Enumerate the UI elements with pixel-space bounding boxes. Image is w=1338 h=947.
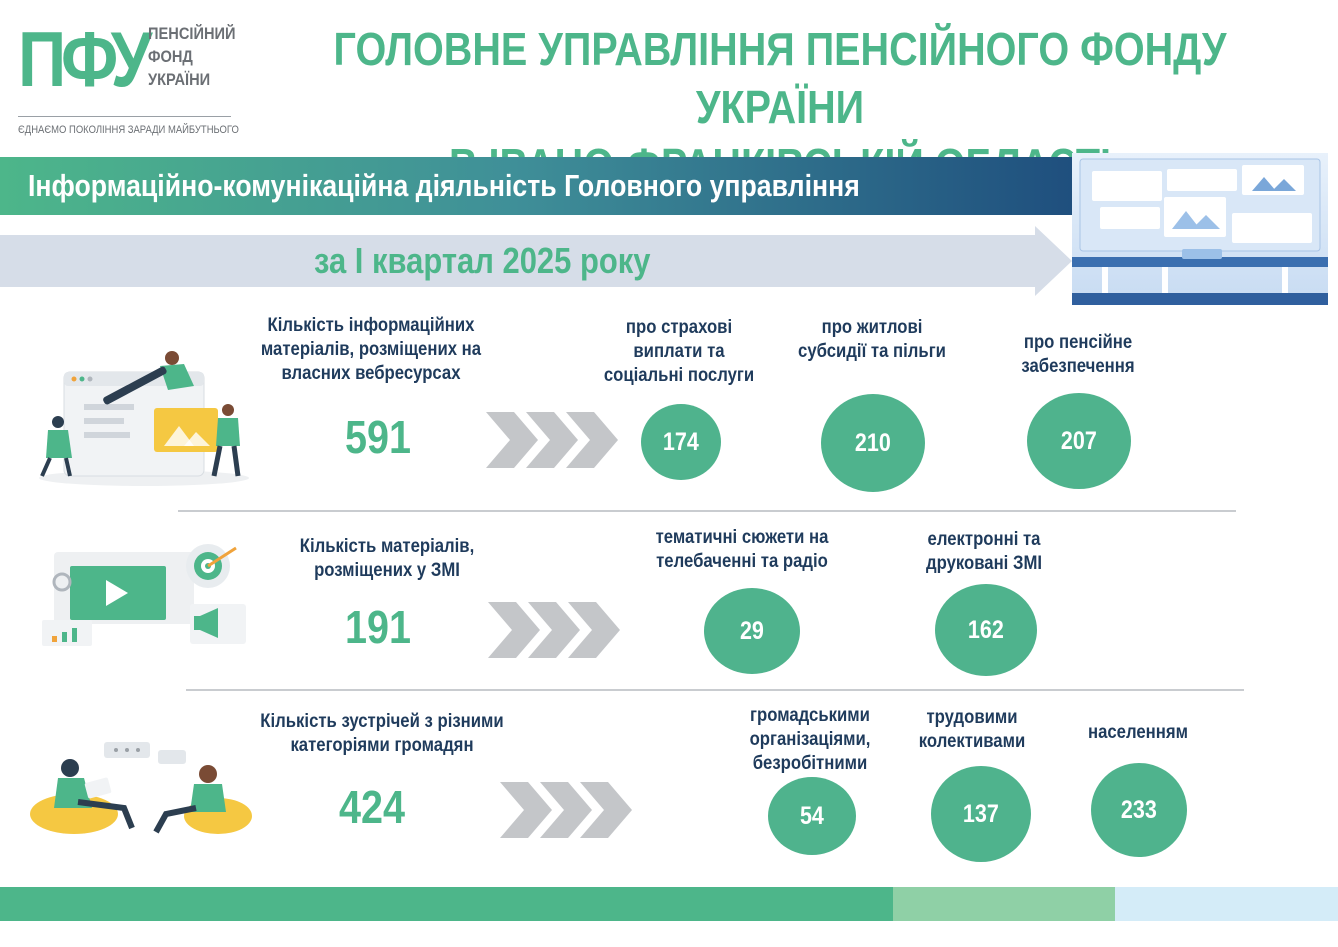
row1-label: Кількість інформаційних матеріалів, розм…	[260, 315, 482, 384]
row2-item1-circle: 29	[704, 588, 800, 674]
row3-label: Кількість зустрічей з різними категоріям…	[260, 711, 504, 756]
logo-tagline: ЄДНАЄМО ПОКОЛІННЯ ЗАРАДИ МАЙБУТНЬОГО	[18, 124, 239, 136]
row2-total: 191	[344, 601, 412, 653]
row3-item3-label: населенням	[1087, 722, 1189, 743]
row3-item1-circle: 54	[768, 777, 856, 855]
row-divider	[178, 510, 1236, 512]
row1-chevrons	[486, 412, 618, 468]
row3-illustration	[30, 742, 252, 834]
row3-item1-value: 54	[800, 801, 824, 830]
row3-item3-value: 233	[1121, 795, 1157, 824]
row2-item2-value: 162	[968, 615, 1004, 644]
row3-chevrons	[500, 782, 632, 838]
period-label: за І квартал 2025 року	[314, 240, 651, 281]
row3-item2-label: трудовими колективами	[918, 707, 1026, 752]
period-arrow-band	[0, 226, 1072, 296]
row1-item3-value: 207	[1061, 426, 1097, 455]
row3-item3-circle: 233	[1091, 763, 1187, 857]
row1-item2-value: 210	[855, 428, 891, 457]
workspace-illustration	[1072, 153, 1328, 305]
row2-label: Кількість матеріалів, розміщених у ЗМІ	[299, 536, 475, 581]
row1-item1-label: про страхові виплати та соціальні послуг…	[603, 317, 755, 386]
logo-words: ПЕНСІЙНИЙ ФОНД УКРАЇНИ	[148, 22, 236, 91]
logo-word: ФОНД	[148, 47, 193, 66]
row2-illustration	[42, 544, 246, 646]
row2-chevrons	[488, 602, 620, 658]
logo-word: УКРАЇНИ	[148, 70, 211, 89]
page-title-line1: ГОЛОВНЕ УПРАВЛІННЯ ПЕНСІЙНОГО ФОНДУ УКРА…	[333, 23, 1227, 133]
row2-item2-label: електронні та друковані ЗМІ	[925, 529, 1043, 574]
row1-item1-value: 174	[663, 427, 699, 456]
row1-item3-label: про пенсійне забезпечення	[1021, 332, 1135, 377]
logo-divider	[18, 116, 231, 117]
row1-item1-circle: 174	[641, 404, 721, 480]
row1-illustration	[39, 351, 249, 486]
row2-item2-circle: 162	[935, 584, 1037, 676]
logo-word: ПЕНСІЙНИЙ	[148, 24, 236, 43]
footer-stripe-green	[0, 887, 893, 921]
footer-stripe-light-green	[893, 887, 1115, 921]
row3-item2-circle: 137	[931, 766, 1031, 862]
footer-stripe-light-blue	[1115, 887, 1338, 921]
title-banner	[0, 157, 1072, 215]
row3-total: 424	[338, 781, 406, 833]
row1-item3-circle: 207	[1027, 393, 1131, 489]
row2-item1-label: тематичні сюжети на телебаченні та радіо	[655, 527, 829, 572]
row1-item2-label: про житлові субсидії та пільги	[798, 317, 946, 362]
row3-item1-label: громадськими організаціями, безробітними	[749, 705, 871, 774]
row2-item1-value: 29	[740, 616, 764, 645]
row1-total: 591	[344, 411, 412, 463]
row1-item2-circle: 210	[821, 394, 925, 492]
banner-title: Інформаційно-комунікаційна діяльність Го…	[28, 168, 860, 203]
row-divider	[186, 689, 1244, 691]
logo-mark: ПФУ	[18, 15, 152, 103]
row3-item2-value: 137	[963, 799, 999, 828]
